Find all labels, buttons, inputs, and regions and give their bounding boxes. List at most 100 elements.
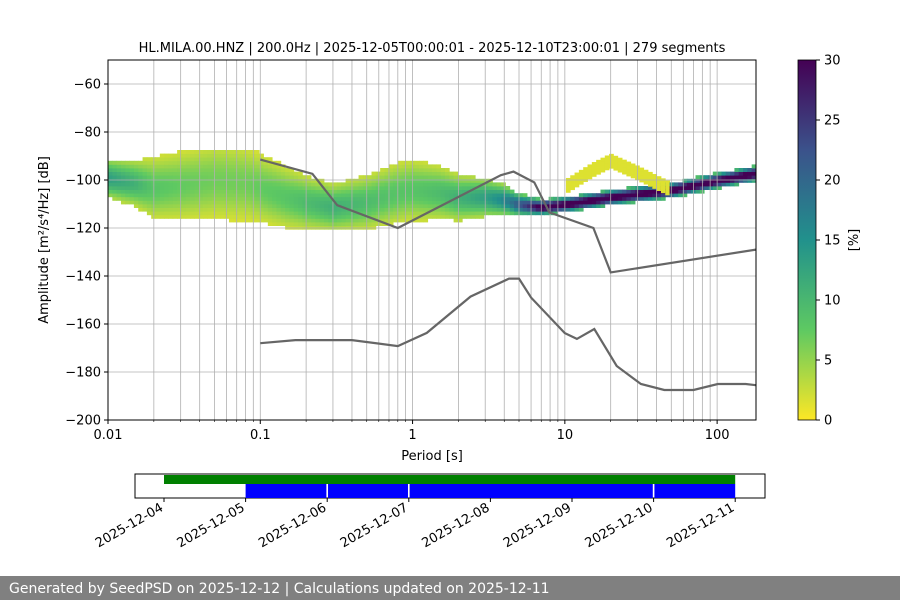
psd-cell xyxy=(228,157,234,162)
psd-cell xyxy=(712,171,718,176)
psd-cell xyxy=(285,214,290,219)
psd-cell xyxy=(466,204,472,208)
psd-cell xyxy=(462,196,467,201)
psd-cell xyxy=(254,164,260,169)
psd-cell xyxy=(341,204,346,208)
psd-cell xyxy=(228,178,234,183)
psd-cell xyxy=(298,182,303,187)
psd-cell xyxy=(306,193,312,198)
psd-cell xyxy=(345,186,351,190)
psd-cell xyxy=(203,204,208,208)
psd-cell xyxy=(177,171,182,176)
psd-cell xyxy=(125,164,130,169)
psd-cell xyxy=(133,168,139,172)
psd-cell xyxy=(669,182,675,187)
psd-cell xyxy=(164,207,169,212)
psd-cell xyxy=(440,189,446,194)
psd-cell xyxy=(159,171,165,176)
psd-cell xyxy=(116,168,122,172)
colorbar-tick-label: 25 xyxy=(824,114,841,129)
psd-cell xyxy=(397,171,403,176)
psd-cell xyxy=(203,207,208,212)
psd-cell xyxy=(479,186,485,190)
psd-cell xyxy=(293,178,299,183)
psd-cell xyxy=(613,166,619,171)
psd-cell xyxy=(535,196,541,201)
psd-cell xyxy=(444,196,450,201)
psd-cell xyxy=(207,200,213,205)
psd-cell xyxy=(220,186,226,190)
psd-cell xyxy=(233,207,238,212)
psd-cell xyxy=(423,182,429,187)
psd-cell xyxy=(345,182,351,187)
psd-cell xyxy=(108,186,113,190)
psd-cell xyxy=(332,193,338,198)
psd-cell xyxy=(194,171,200,176)
psd-cell xyxy=(488,207,493,212)
footer-text: Generated by SeedPSD on 2025-12-12 | Cal… xyxy=(9,581,550,597)
psd-cell xyxy=(319,222,325,226)
psd-cell xyxy=(267,189,273,194)
psd-cell xyxy=(241,218,247,223)
psd-cell xyxy=(328,207,334,212)
psd-cell xyxy=(280,196,286,201)
psd-cell xyxy=(414,178,420,183)
psd-cell xyxy=(587,168,593,173)
psd-cell xyxy=(133,160,139,165)
psd-cell xyxy=(341,182,346,187)
psd-cell xyxy=(751,171,756,176)
psd-cell xyxy=(198,164,204,169)
psd-cell xyxy=(168,160,174,165)
psd-cell xyxy=(380,207,385,212)
psd-cell xyxy=(479,178,485,183)
psd-cell xyxy=(660,193,666,198)
psd-cell xyxy=(466,214,472,219)
psd-cell xyxy=(419,196,424,201)
psd-cell xyxy=(259,207,264,212)
psd-cell xyxy=(505,207,511,212)
psd-cell xyxy=(583,204,588,208)
psd-cell xyxy=(630,167,636,172)
psd-cell xyxy=(397,218,403,223)
psd-cell xyxy=(652,196,658,201)
psd-cell xyxy=(116,189,122,194)
psd-cell xyxy=(483,200,489,205)
psd-cell xyxy=(414,207,420,212)
psd-cell xyxy=(626,193,632,198)
availability-bar xyxy=(164,475,736,484)
psd-cell xyxy=(125,168,130,172)
psd-cell xyxy=(237,153,243,158)
psd-cell xyxy=(228,160,234,165)
psd-cell xyxy=(462,186,467,190)
psd-cell xyxy=(315,204,321,208)
psd-cell xyxy=(146,175,152,180)
psd-cell xyxy=(289,214,295,219)
psd-cell xyxy=(393,171,398,176)
psd-cell xyxy=(587,204,593,208)
psd-cell xyxy=(509,200,515,205)
psd-cell xyxy=(488,200,493,205)
psd-cell xyxy=(328,200,334,205)
psd-cell xyxy=(120,186,126,190)
psd-cell xyxy=(600,204,606,208)
psd-cell xyxy=(237,150,243,154)
psd-cell xyxy=(172,186,178,190)
psd-cell xyxy=(172,200,178,205)
psd-cell xyxy=(237,168,243,172)
psd-cell xyxy=(177,160,182,165)
psd-cell xyxy=(315,182,321,187)
psd-cell xyxy=(440,207,446,212)
psd-cell xyxy=(401,207,407,212)
psd-cell xyxy=(315,218,321,223)
psd-cell xyxy=(548,204,554,208)
psd-cell xyxy=(133,196,139,201)
psd-cell xyxy=(457,218,463,223)
psd-cell xyxy=(263,218,269,223)
psd-cell xyxy=(570,182,575,187)
psd-cell xyxy=(704,175,709,180)
psd-cell xyxy=(591,169,597,174)
psd-cell xyxy=(298,204,303,208)
psd-cell xyxy=(380,186,385,190)
psd-cell xyxy=(198,157,204,162)
psd-cell xyxy=(639,196,645,201)
